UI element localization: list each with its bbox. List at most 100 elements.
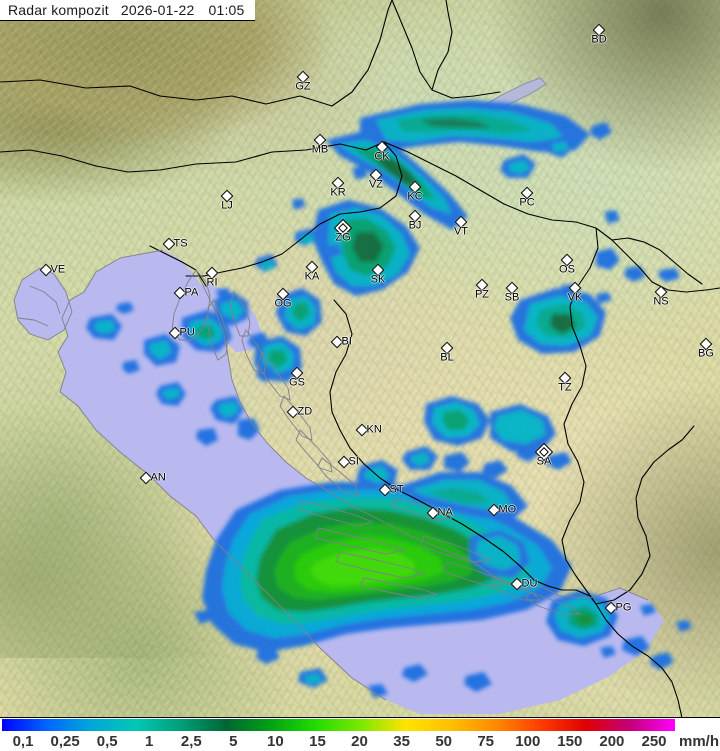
city-marker-zg[interactable]: ZG	[333, 218, 353, 243]
city-label: NS	[653, 295, 669, 308]
city-label: LJ	[221, 199, 233, 212]
city-marker-sb[interactable]: SB	[505, 281, 519, 303]
city-marker-kr[interactable]: KR	[330, 176, 346, 198]
city-label: TZ	[558, 381, 572, 394]
coast-adriatic-east	[195, 269, 649, 601]
legend-tick-7: 15	[309, 733, 326, 750]
border-si-it	[0, 149, 161, 173]
legend-tick-12: 100	[515, 733, 541, 750]
city-marker-ck[interactable]: CK	[374, 140, 390, 162]
city-marker-bj[interactable]: BJ	[409, 209, 421, 231]
city-marker-sa[interactable]: SA	[534, 442, 554, 467]
legend-tick-8: 20	[351, 733, 368, 750]
legend-tick-15: 250	[641, 733, 667, 750]
city-marker-pz[interactable]: PZ	[475, 278, 489, 300]
city-marker-bd[interactable]: BD	[591, 23, 607, 45]
city-label: OS	[559, 263, 575, 276]
legend: 0,1 0,25 0,5 1 2,5 5 10 15 20 35 50 75 100 150 200 250 m…	[0, 718, 720, 751]
city-label: SI	[348, 455, 359, 468]
city-label: VK	[567, 291, 583, 304]
city-marker-vz[interactable]: VZ	[369, 168, 383, 190]
city-marker-kc[interactable]: KC	[407, 180, 423, 202]
city-label: RI	[206, 276, 218, 289]
city-marker-gz[interactable]: GZ	[295, 70, 311, 92]
city-marker-lj[interactable]: LJ	[220, 189, 234, 211]
city-marker-vt[interactable]: VT	[454, 215, 468, 237]
city-label: PG	[615, 601, 632, 614]
city-label: VE	[50, 263, 66, 276]
city-label: PC	[519, 196, 535, 209]
product-title: Radar kompozit	[8, 2, 109, 18]
coast-adriatic-west	[57, 249, 387, 701]
city-marker-kn[interactable]: KN	[355, 423, 382, 437]
city-label: VT	[453, 225, 469, 238]
city-marker-si[interactable]: SI	[337, 455, 359, 469]
city-marker-vk[interactable]: VK	[568, 281, 582, 303]
city-marker-mb[interactable]: MB	[312, 133, 328, 155]
city-label: MO	[498, 503, 517, 516]
legend-tick-9: 35	[393, 733, 410, 750]
border-hu-hr	[383, 141, 720, 293]
city-marker-zd[interactable]: ZD	[286, 405, 312, 419]
city-marker-ri[interactable]: RI	[205, 266, 219, 288]
border-hu-rs	[611, 237, 703, 285]
city-marker-tz[interactable]: TZ	[558, 371, 572, 393]
legend-tick-0: 0,1	[12, 733, 34, 750]
city-label: BL	[440, 351, 454, 364]
legend-tick-14: 200	[599, 733, 625, 750]
city-marker-na[interactable]: NA	[426, 506, 453, 520]
legend-colorbar	[2, 719, 675, 731]
city-label: GZ	[295, 80, 311, 93]
city-marker-og[interactable]: OG	[274, 287, 292, 309]
city-marker-pc[interactable]: PC	[519, 186, 535, 208]
city-marker-ka[interactable]: KA	[305, 260, 319, 282]
legend-tick-13: 150	[557, 733, 583, 750]
radar-map[interactable]: BD GZ MB CK VZ KR KC LJ BJ VT PC ZG TS VE RI KA SK OS PZ SB…	[0, 0, 720, 718]
radar-echo-layer	[86, 100, 692, 698]
city-marker-ve[interactable]: VE	[39, 263, 65, 277]
city-label: SA	[536, 455, 552, 468]
city-marker-an[interactable]: AN	[139, 471, 166, 485]
city-marker-ts[interactable]: TS	[162, 237, 188, 251]
city-label: CK	[374, 150, 390, 163]
city-label: PZ	[474, 288, 490, 301]
border-me-al	[595, 603, 683, 718]
city-marker-os[interactable]: OS	[559, 253, 575, 275]
city-label: VZ	[368, 178, 384, 191]
city-marker-du[interactable]: DU	[510, 577, 537, 591]
city-marker-st[interactable]: ST	[378, 483, 404, 497]
border-hr-ba	[329, 299, 535, 581]
terrain-base	[0, 0, 720, 718]
city-marker-bi[interactable]: BI	[330, 335, 352, 349]
city-marker-pu[interactable]: PU	[168, 326, 195, 340]
city-marker-sk[interactable]: SK	[371, 263, 385, 285]
city-label: MB	[311, 143, 329, 156]
city-marker-ns[interactable]: NS	[653, 285, 669, 307]
city-label: KC	[407, 190, 423, 203]
product-date: 2026-01-22	[120, 2, 195, 18]
city-marker-bg[interactable]: BG	[698, 337, 714, 359]
city-label: PA	[184, 286, 199, 299]
legend-tick-5: 5	[229, 733, 238, 750]
city-marker-pg[interactable]: PG	[604, 601, 631, 615]
legend-unit: mm/h	[679, 733, 720, 750]
city-marker-mo[interactable]: MO	[487, 503, 516, 517]
city-label: TS	[173, 237, 188, 250]
legend-tick-10: 50	[435, 733, 453, 750]
city-marker-pa[interactable]: PA	[173, 286, 198, 300]
borders-layer	[0, 0, 720, 718]
title-bar: Radar kompozit 2026-01-22 01:05	[0, 0, 255, 21]
city-label: AN	[150, 471, 166, 484]
border-si-hr	[185, 141, 403, 277]
city-marker-gs[interactable]: GS	[289, 366, 305, 388]
city-label: KA	[304, 270, 320, 283]
city-label: KN	[366, 423, 382, 436]
border-hr-me	[533, 579, 597, 605]
city-label: PU	[179, 326, 195, 339]
city-label: ZD	[297, 405, 313, 418]
city-label: BG	[698, 347, 714, 360]
city-marker-bl[interactable]: BL	[440, 341, 454, 363]
legend-tick-labels: 0,1 0,25 0,5 1 2,5 5 10 15 20 35 50 75 100 150 200 250 m…	[0, 732, 720, 751]
product-time: 01:05	[208, 2, 245, 18]
